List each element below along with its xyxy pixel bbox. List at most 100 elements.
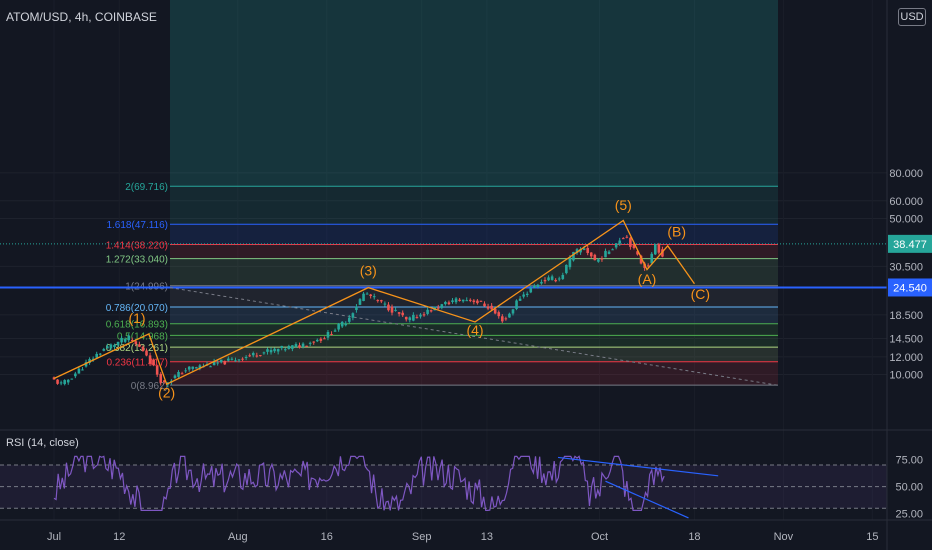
fib-level-label: 0.236(11.417) bbox=[106, 358, 168, 369]
candle-body bbox=[88, 359, 91, 363]
candle-body bbox=[621, 238, 625, 240]
rsi-divergence-line bbox=[557, 456, 719, 477]
candle-body bbox=[636, 251, 639, 255]
candle-body bbox=[429, 310, 433, 312]
price-tick-label: 18.500 bbox=[889, 310, 923, 322]
candle-body bbox=[315, 339, 319, 342]
candle-body bbox=[646, 265, 650, 267]
candle-body bbox=[66, 379, 70, 383]
candle-body bbox=[273, 348, 276, 352]
candle-body bbox=[287, 345, 291, 349]
candle-body bbox=[355, 306, 358, 311]
price-label-box bbox=[888, 278, 932, 297]
candle-body bbox=[56, 379, 59, 384]
candle-body bbox=[540, 281, 543, 284]
price-tick-label: 14.500 bbox=[889, 334, 923, 346]
candle-body bbox=[614, 243, 618, 248]
candle-body bbox=[248, 355, 251, 357]
candle-body bbox=[639, 255, 643, 264]
candle-body bbox=[536, 284, 540, 288]
candle-body bbox=[444, 301, 447, 305]
wave-label: (3) bbox=[360, 262, 377, 278]
candle-body bbox=[102, 349, 106, 351]
rsi-line bbox=[53, 455, 665, 511]
fib-zone bbox=[170, 244, 778, 259]
candle-body bbox=[582, 248, 586, 250]
candle-body bbox=[383, 303, 387, 305]
candle-body bbox=[568, 257, 572, 268]
candle-body bbox=[440, 304, 444, 308]
candle-body bbox=[333, 330, 337, 332]
candle-body bbox=[276, 349, 280, 352]
candle-body bbox=[155, 365, 159, 375]
candle-body bbox=[486, 306, 490, 309]
rsi-tick-label: 75.00 bbox=[895, 455, 923, 467]
candle-body bbox=[123, 339, 127, 342]
candle-body bbox=[223, 361, 227, 365]
candle-body bbox=[138, 344, 141, 347]
candle-body bbox=[127, 335, 131, 341]
time-tick-label: 18 bbox=[688, 531, 700, 543]
price-tick-label: 60.000 bbox=[889, 196, 923, 208]
wave-label: (B) bbox=[667, 224, 686, 240]
candle-body bbox=[490, 305, 493, 310]
candle-body bbox=[141, 346, 145, 351]
wave-label: (2) bbox=[158, 384, 175, 400]
candle-body bbox=[227, 358, 230, 361]
candle-body bbox=[394, 309, 397, 311]
candle-body bbox=[109, 344, 113, 349]
candle-body bbox=[74, 373, 77, 377]
fib-level-label: 1.414(38.220) bbox=[106, 241, 168, 252]
price-tick-label: 80.000 bbox=[889, 168, 923, 180]
candle-body bbox=[533, 285, 536, 288]
price-tick-label: 12.000 bbox=[889, 352, 923, 364]
candle-body bbox=[259, 355, 262, 357]
candle-body bbox=[611, 249, 614, 251]
candle-body bbox=[130, 340, 134, 342]
rsi-tick-label: 50.00 bbox=[895, 482, 923, 494]
candle-body bbox=[269, 350, 273, 353]
price-tick-label: 30.500 bbox=[889, 261, 923, 273]
candle-body bbox=[198, 365, 202, 368]
time-tick-label: Aug bbox=[228, 531, 248, 543]
candle-body bbox=[262, 352, 266, 354]
candle-body bbox=[369, 294, 372, 296]
candle-body bbox=[397, 312, 401, 314]
candle-body bbox=[593, 254, 597, 261]
candle-body bbox=[294, 344, 298, 347]
candles bbox=[52, 234, 664, 388]
candle-body bbox=[251, 353, 255, 356]
candle-body bbox=[173, 375, 177, 379]
wave-label: (A) bbox=[638, 271, 657, 287]
candle-body bbox=[162, 380, 166, 383]
time-tick-label: 12 bbox=[113, 531, 125, 543]
wave-label: (C) bbox=[691, 286, 710, 302]
candle-body bbox=[522, 294, 525, 297]
price-axis: 80.000 60.000 50.000 30.500 18.500 14.500 12.0… bbox=[886, 0, 932, 550]
candle-body bbox=[561, 274, 565, 279]
candle-body bbox=[579, 249, 582, 253]
candle-body bbox=[344, 323, 348, 326]
candle-body bbox=[116, 341, 120, 346]
fib-level-label: 0.618(16.893) bbox=[106, 320, 168, 331]
fib-level-label: 0(8.962) bbox=[131, 381, 168, 392]
fib-zone bbox=[170, 335, 778, 348]
candle-body bbox=[515, 300, 518, 309]
candle-body bbox=[312, 341, 316, 343]
candle-body bbox=[618, 240, 622, 244]
candle-body bbox=[301, 343, 305, 347]
candle-body bbox=[529, 288, 533, 293]
candle-body bbox=[657, 244, 661, 253]
wave-label: (4) bbox=[466, 322, 483, 338]
candle-body bbox=[134, 341, 138, 345]
candle-body bbox=[390, 306, 394, 313]
currency-badge[interactable]: USD bbox=[898, 8, 926, 26]
fib-zone bbox=[170, 224, 778, 245]
candle-body bbox=[483, 303, 486, 307]
candle-body bbox=[81, 369, 84, 371]
candle-body bbox=[266, 349, 269, 352]
candle-body bbox=[458, 299, 461, 301]
candle-body bbox=[404, 316, 408, 320]
candle-body bbox=[422, 314, 426, 316]
